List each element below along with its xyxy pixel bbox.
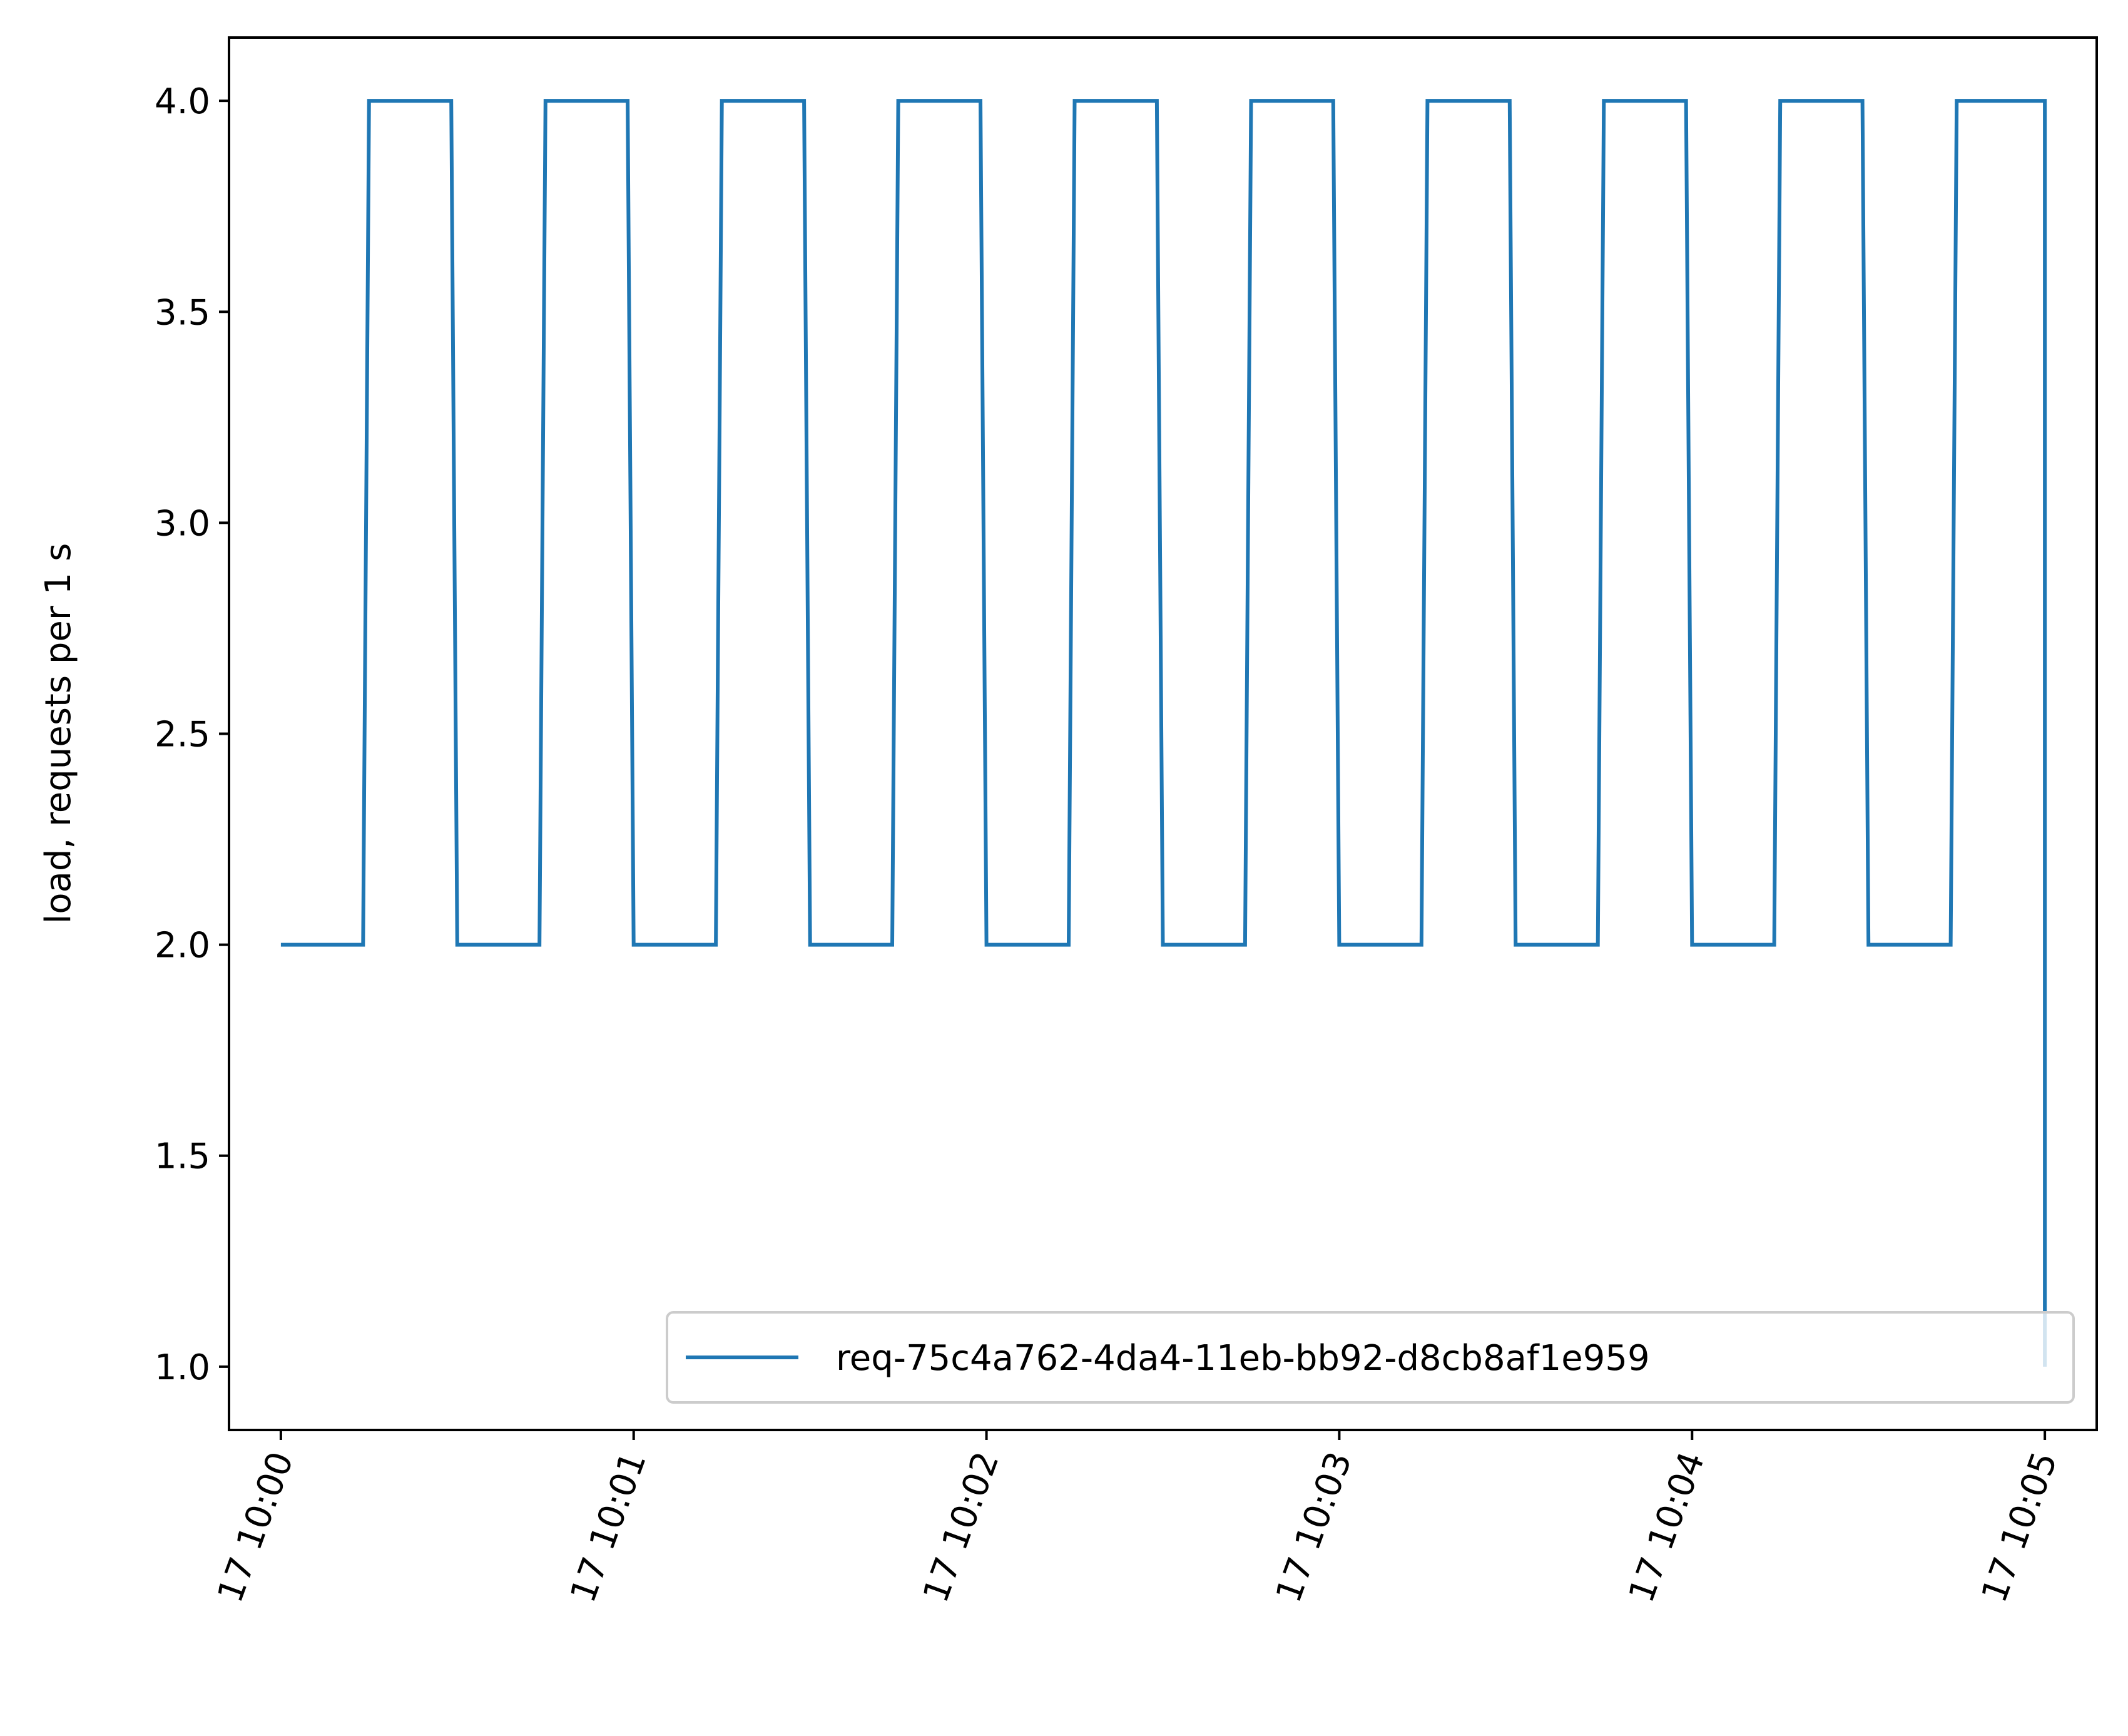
y-tick-label: 3.0	[155, 503, 210, 544]
y-axis-label: load, requests per 1 s	[38, 543, 79, 924]
y-tick-label: 2.0	[155, 926, 210, 966]
y-axis: 1.0 1.5 2.0 2.5 3.0 3.5 4.0	[155, 81, 229, 1388]
series-layer	[280, 99, 2047, 1367]
y-tick-label: 4.0	[155, 81, 210, 122]
legend-box	[666, 1311, 2075, 1404]
y-tick-label: 1.0	[155, 1347, 210, 1388]
series-line-0	[280, 99, 2047, 1367]
legend: req-75c4a762-4da4-11eb-bb92-d8cb8af1e959	[666, 1311, 2075, 1404]
y-tick-label: 1.5	[155, 1136, 210, 1177]
legend-entry-label: req-75c4a762-4da4-11eb-bb92-d8cb8af1e959	[836, 1338, 1650, 1379]
y-tick-label: 3.5	[155, 292, 210, 333]
y-tick-label: 2.5	[155, 715, 210, 755]
